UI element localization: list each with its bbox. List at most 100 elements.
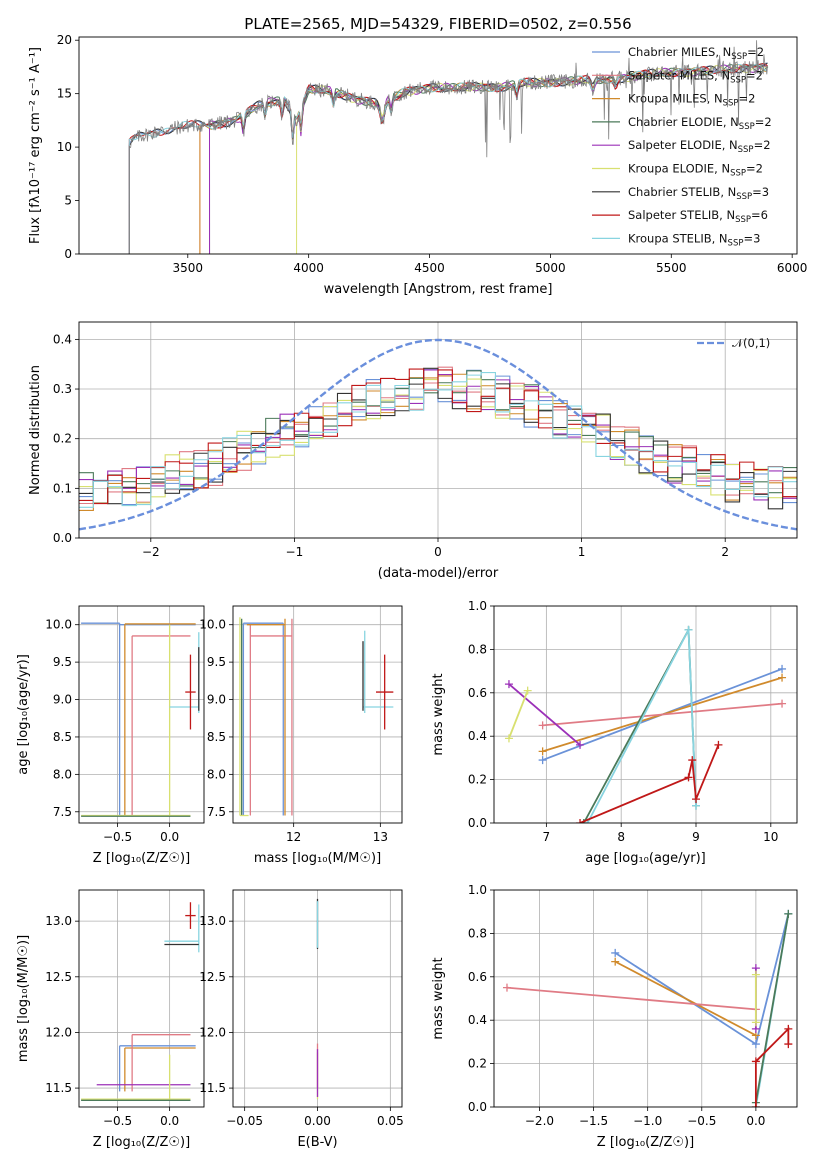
data-point [576, 819, 585, 823]
series-line [586, 626, 697, 823]
y-tick-label: 0.4 [468, 729, 487, 743]
legend-label-value: =2 [738, 92, 755, 106]
y-tick-label: 15 [57, 87, 72, 101]
legend-label-main: Chabrier ELODIE, N [628, 115, 739, 129]
legend-label: Salpeter MILES, NSSP=2 [628, 68, 763, 85]
x-tick-label: −1.0 [633, 1114, 662, 1128]
axes-spectrum: 3500 4000 4500 5000 5500 6000 0 5 10 15 20 waveleng… [28, 15, 807, 297]
x-axis-label: age [log₁₀(age/yr)] [585, 851, 706, 866]
legend-label-value: =2 [754, 138, 771, 152]
x-axis-label: (data-model)/error [378, 566, 499, 581]
x-tick-label: 10 [763, 830, 778, 844]
y-tick-label: 0.6 [468, 686, 487, 700]
x-axis-label: Z [log₁₀(Z/Z☉)] [93, 851, 190, 866]
residual-histogram [79, 371, 797, 508]
y-tick-label: 0.1 [53, 481, 72, 495]
legend-label-main: Salpeter STELIB, N [628, 208, 735, 222]
x-tick-label: −2.0 [525, 1114, 554, 1128]
y-tick-label: 0.0 [468, 816, 487, 830]
y-tick-label: 1.0 [468, 883, 487, 897]
legend-label-main: Kroupa MILES, N [628, 92, 723, 106]
axes-frame [493, 605, 798, 824]
legend-label: Salpeter STELIB, NSSP=6 [628, 208, 768, 225]
data-point [784, 1024, 793, 1033]
x-tick-label: 9 [692, 830, 700, 844]
plot-area [233, 606, 402, 823]
axes-weight-vs-age: 7 8 9 10 0.0 0.2 0.4 0.6 0.8 1.0 age [log₁₀(age/yr… [431, 599, 798, 866]
y-tick-label: 1.0 [468, 599, 487, 613]
data-point [538, 756, 547, 765]
y-tick-label: 8.0 [53, 767, 72, 781]
data-point [751, 1018, 760, 1027]
y-tick-label: 0.3 [53, 382, 72, 396]
legend-label-value: =2 [746, 162, 763, 176]
y-tick-label: 8.5 [207, 730, 226, 744]
y-tick-label: 0.4 [468, 1013, 487, 1027]
legend-label-sub: SSP [738, 145, 754, 155]
legend-label: Chabrier ELODIE, NSSP=2 [628, 115, 772, 132]
legend-label-value: =2 [755, 115, 772, 129]
legend-label-value: =2 [747, 45, 764, 59]
axes-age-vs-z: −0.5 0.0 7.5 8.0 8.5 9.0 9.5 10.0 Z [log₁₀(Z/Z☉)… [16, 605, 205, 866]
y-tick-label: 13.0 [199, 914, 226, 928]
axes-frame [232, 605, 403, 824]
y-tick-label: 10 [57, 140, 72, 154]
y-tick-label: 0.2 [53, 432, 72, 446]
legend-label-main: Salpeter MILES, N [628, 68, 730, 82]
y-tick-label: 8.5 [53, 730, 72, 744]
y-tick-label: 9.0 [53, 693, 72, 707]
legend-label-sub: SSP [728, 238, 744, 248]
data-point [751, 1057, 760, 1066]
series-line [582, 626, 697, 823]
series-line [542, 702, 783, 727]
data-point [751, 1040, 760, 1049]
legend-label: Salpeter ELODIE, NSSP=2 [628, 138, 771, 155]
x-tick-label: 4500 [414, 261, 445, 275]
x-tick-label: 12 [286, 830, 301, 844]
y-tick-label: 12.5 [45, 970, 72, 984]
legend-label-value: =3 [743, 231, 760, 245]
y-tick-label: 7.5 [207, 805, 226, 819]
y-axis-label: mass weight [431, 957, 446, 1039]
x-tick-label: 6000 [777, 261, 808, 275]
legend-label: Kroupa STELIB, NSSP=3 [628, 231, 760, 248]
data-point [714, 740, 723, 749]
y-tick-label: 12.5 [199, 970, 226, 984]
legend-label-main: Chabrier STELIB, N [628, 185, 736, 199]
y-tick-label: 11.5 [45, 1081, 72, 1095]
plot-area [494, 890, 797, 1107]
data-point [611, 948, 620, 957]
y-axis-label: mass weight [431, 673, 446, 755]
legend-label-value: =2 [746, 68, 763, 82]
series-line [508, 690, 529, 739]
legend-label-sub: SSP [735, 215, 751, 225]
y-tick-label: 9.0 [207, 693, 226, 707]
y-tick-label: 8.0 [207, 767, 226, 781]
axes-age-vs-mass: 12 13 7.5 8.0 8.5 9.0 9.5 10.0 mass [log₁₀(M/M☉)… [199, 605, 403, 866]
x-axis-label: Z [log₁₀(Z/Z☉)] [597, 1135, 694, 1150]
y-tick-label: 10.0 [45, 618, 72, 632]
legend-label-sub: SSP [730, 75, 746, 85]
data-point [538, 747, 547, 756]
legend-label-main: Kroupa STELIB, N [628, 231, 728, 245]
data-point [576, 740, 585, 749]
x-tick-label: −0.05 [226, 1114, 263, 1128]
x-tick-label: −0.5 [687, 1114, 716, 1128]
data-point [538, 721, 547, 730]
y-axis-label: Normed distribution [28, 365, 43, 495]
axes-frame [493, 889, 798, 1108]
series-line [754, 913, 790, 1103]
plot-area [494, 606, 797, 823]
legend-label-value: =3 [752, 185, 769, 199]
x-tick-label: 0.00 [304, 1114, 331, 1128]
x-tick-label: 5500 [656, 261, 687, 275]
y-tick-label: 0.4 [53, 332, 72, 346]
y-tick-label: 0.8 [468, 642, 487, 656]
x-tick-label: 0.05 [377, 1114, 404, 1128]
y-tick-label: 0.0 [53, 531, 72, 545]
axes-frame [78, 605, 205, 824]
x-axis-label: E(B-V) [297, 1135, 337, 1150]
x-tick-label: 0 [434, 545, 442, 559]
data-point [502, 983, 511, 992]
